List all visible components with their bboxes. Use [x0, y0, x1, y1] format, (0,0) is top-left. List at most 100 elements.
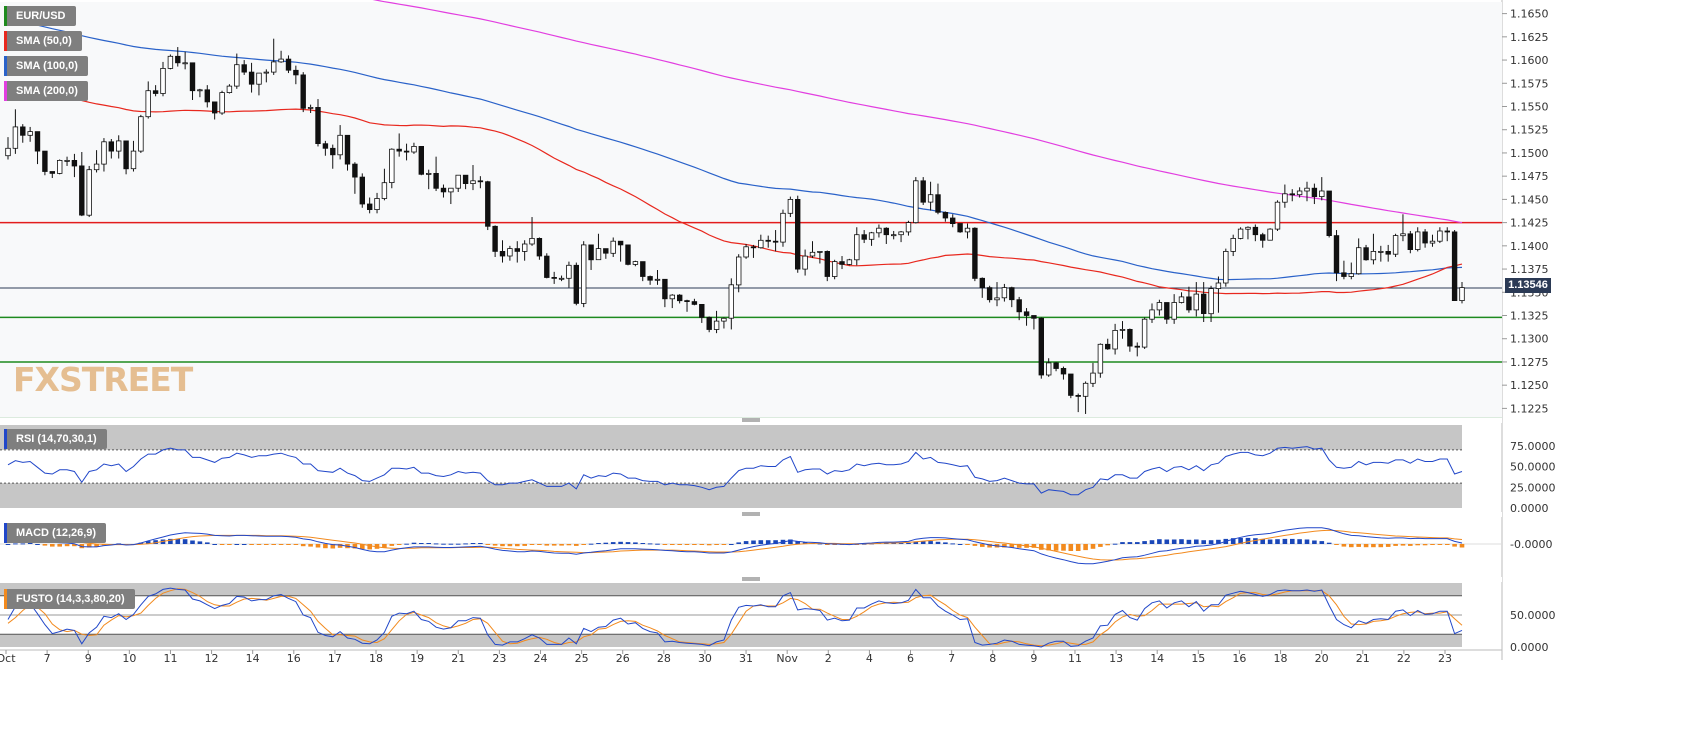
candle-bear	[1038, 317, 1044, 376]
macd-hist-pos	[625, 542, 631, 544]
legend-fusto-swatch	[4, 589, 7, 609]
macd-hist-pos	[433, 543, 439, 545]
candle-bull	[1378, 250, 1384, 253]
candle-bull	[1171, 302, 1177, 320]
candle-bull	[566, 264, 572, 279]
macd-hist-pos	[1201, 540, 1206, 544]
rsi-tick-label: 75.0000	[1510, 440, 1556, 453]
price-tick-label: 1.1525	[1510, 124, 1549, 137]
candle-bull	[337, 134, 343, 156]
fusto-oversold-zone	[0, 634, 1462, 647]
macd-hist-pos	[1245, 537, 1251, 544]
candle-bear	[248, 71, 255, 85]
legend-macd-label: MACD (12,26,9)	[16, 527, 97, 539]
sma200-line	[372, 0, 1463, 224]
candle-bull	[234, 64, 240, 87]
x-tick-label: 17	[328, 652, 342, 665]
macd-hist-neg	[278, 544, 284, 545]
legend-macd-swatch	[4, 523, 7, 543]
macd-hist-neg	[219, 544, 225, 545]
candle-bear	[315, 107, 321, 145]
macd-hist-pos	[197, 541, 203, 544]
candle-bear	[344, 134, 351, 165]
candle-bear	[322, 143, 329, 149]
price-tick-label: 1.1275	[1510, 356, 1549, 369]
macd-hist-neg	[485, 544, 491, 545]
axis-bg	[1503, 0, 1707, 729]
candle-bear	[1201, 293, 1207, 315]
macd-hist-neg	[684, 544, 690, 545]
macd-hist-pos	[1290, 538, 1295, 544]
price-tick-label: 1.1225	[1510, 402, 1549, 415]
candle-bull	[994, 297, 1000, 301]
candle-bear	[750, 246, 757, 249]
macd-hist-neg	[293, 544, 299, 545]
fusto-tick-label: 50.0000	[1510, 609, 1556, 622]
candle-bear	[1127, 328, 1133, 347]
legend-sma100[interactable]: SMA (100,0)	[4, 56, 88, 76]
macd-hist-neg	[574, 544, 579, 546]
macd-hist-neg	[1430, 544, 1435, 545]
price-pane-bg	[0, 2, 1502, 420]
macd-hist-neg	[699, 544, 705, 545]
macd-hist-neg	[300, 544, 306, 547]
candle-bear	[617, 240, 624, 246]
candle-bear	[492, 225, 498, 252]
legend-macd[interactable]: MACD (12,26,9)	[4, 523, 107, 543]
candle-bull	[802, 255, 808, 270]
legend-rsi-swatch	[4, 429, 7, 449]
legend-sma50[interactable]: SMA (50,0)	[4, 31, 82, 51]
x-tick-label: 15	[1191, 652, 1205, 665]
candle-bear	[189, 62, 196, 92]
candle-bear	[477, 180, 484, 183]
candle-bear	[765, 239, 771, 242]
candle-bear	[79, 165, 85, 216]
candle-bull	[130, 150, 137, 170]
rsi-overbought-zone	[0, 425, 1462, 450]
candle-bear	[1289, 193, 1295, 196]
macd-hist-pos	[795, 541, 800, 544]
candle-bull	[1304, 187, 1310, 192]
macd-hist-neg	[1105, 544, 1110, 546]
x-tick-label: 23	[492, 652, 506, 665]
candle-bull	[1230, 237, 1236, 252]
macd-hist-neg	[94, 544, 99, 547]
legend-fusto[interactable]: FUSTO (14,3,3,80,20)	[4, 589, 135, 609]
macd-hist-neg	[692, 544, 697, 545]
macd-hist-neg	[1393, 544, 1398, 546]
macd-hist-pos	[920, 541, 926, 544]
macd-hist-pos	[950, 543, 955, 545]
legend-sma100-swatch	[4, 56, 7, 76]
macd-hist-neg	[551, 544, 557, 546]
candle-bull	[270, 61, 277, 73]
candle-bear	[514, 248, 520, 252]
candle-bull	[1208, 288, 1214, 315]
candle-bull	[1149, 309, 1155, 320]
legend-symbol[interactable]: EUR/USD	[4, 6, 76, 26]
legend-rsi[interactable]: RSI (14,70,30,1)	[4, 429, 107, 449]
legend-sma200[interactable]: SMA (200,0)	[4, 81, 88, 101]
macd-hist-neg	[980, 544, 985, 547]
price-tick-label: 1.1450	[1510, 193, 1549, 206]
candle-bull	[1348, 273, 1354, 277]
macd-hist-pos	[1319, 541, 1325, 544]
macd-hist-neg	[507, 544, 513, 547]
macd-hist-neg	[662, 544, 668, 545]
x-tick-label: 11	[163, 652, 177, 665]
candle-bear	[1186, 296, 1192, 311]
candle-bear	[418, 145, 424, 175]
fusto-d-line	[7, 588, 1463, 647]
price-tick-label: 1.1325	[1510, 310, 1549, 323]
macd-hist-pos	[419, 543, 424, 544]
candle-bull	[832, 261, 838, 277]
candle-bear	[883, 227, 889, 236]
candle-bear	[935, 194, 941, 213]
price-tick-label: 1.1375	[1510, 263, 1549, 276]
macd-hist-pos	[1253, 538, 1258, 544]
x-tick-label: 13	[1109, 652, 1123, 665]
x-tick-label: 9	[1030, 652, 1037, 665]
x-tick-label: 7	[44, 652, 51, 665]
macd-hist-neg	[529, 544, 535, 545]
candle-bear	[950, 217, 956, 224]
candle-bear	[1326, 190, 1332, 236]
